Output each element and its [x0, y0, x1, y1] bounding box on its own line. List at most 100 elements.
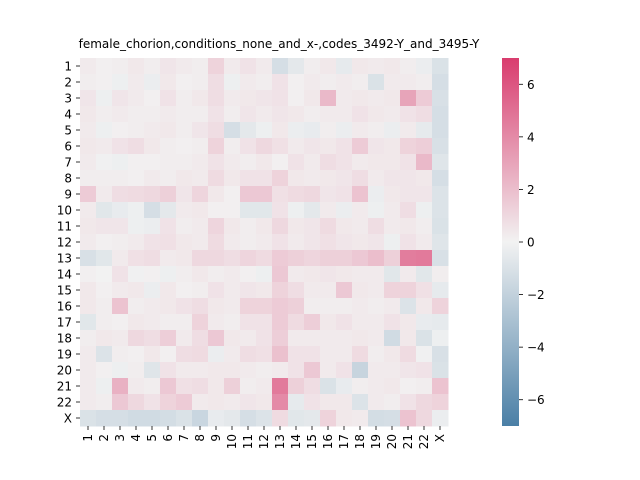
heatmap-cell	[112, 218, 129, 235]
heatmap-cell	[416, 394, 433, 411]
heatmap-cell	[368, 282, 385, 299]
heatmap-cell	[192, 90, 209, 107]
heatmap-cell	[416, 218, 433, 235]
heatmap-cell	[288, 314, 305, 331]
heatmap-cell	[208, 362, 225, 379]
heatmap-cell	[432, 218, 449, 235]
colorbar-tick-label: −4	[527, 341, 545, 355]
heatmap-cell	[432, 122, 449, 139]
heatmap-cell	[240, 410, 257, 427]
heatmap-cell	[160, 298, 177, 315]
heatmap-cell	[272, 362, 289, 379]
heatmap-cell	[256, 218, 273, 235]
heatmap-cell	[336, 234, 353, 251]
heatmap-cell	[256, 346, 273, 363]
heatmap-cell	[96, 186, 113, 203]
heatmap-cell	[384, 378, 401, 395]
heatmap-cell	[272, 202, 289, 219]
heatmap-cell	[192, 218, 209, 235]
heatmap-cell	[224, 378, 241, 395]
heatmap-cell	[256, 138, 273, 155]
heatmap-cell	[304, 394, 321, 411]
heatmap-cell	[432, 58, 449, 75]
heatmap-cell	[320, 250, 337, 267]
heatmap-cell	[176, 74, 193, 91]
heatmap-cell	[160, 250, 177, 267]
heatmap-cell	[416, 330, 433, 347]
heatmap-cell	[128, 122, 145, 139]
heatmap-cell	[432, 154, 449, 171]
y-tick-label: X	[64, 412, 72, 426]
heatmap-cell	[80, 90, 97, 107]
heatmap-cell	[432, 90, 449, 107]
heatmap-cell	[336, 266, 353, 283]
heatmap-cell	[224, 250, 241, 267]
x-tick-label: 4	[129, 434, 143, 442]
heatmap-cell	[368, 58, 385, 75]
heatmap-cell	[432, 266, 449, 283]
heatmap-cell	[288, 250, 305, 267]
heatmap-cell	[256, 282, 273, 299]
heatmap-cell	[368, 298, 385, 315]
heatmap-cell	[96, 410, 113, 427]
heatmap-cell	[112, 186, 129, 203]
heatmap-cell	[288, 202, 305, 219]
heatmap-cell	[336, 314, 353, 331]
heatmap-cell	[144, 106, 161, 123]
heatmap-cell	[144, 282, 161, 299]
heatmap-cell	[224, 410, 241, 427]
colorbar-tick-label: 2	[527, 183, 535, 197]
heatmap-cell	[112, 58, 129, 75]
heatmap-cell	[160, 346, 177, 363]
y-tick-label: 2	[64, 76, 72, 90]
x-tick-label: 22	[417, 434, 431, 449]
heatmap-cell	[384, 106, 401, 123]
heatmap-cell	[208, 186, 225, 203]
heatmap-cell	[176, 378, 193, 395]
heatmap-cell	[368, 250, 385, 267]
heatmap-cell	[128, 218, 145, 235]
heatmap-cell	[304, 74, 321, 91]
heatmap-cell	[160, 186, 177, 203]
y-tick-label: 1	[64, 60, 72, 74]
heatmap-cell	[96, 106, 113, 123]
heatmap-cell	[384, 154, 401, 171]
heatmap-cell	[80, 314, 97, 331]
heatmap-cell	[112, 378, 129, 395]
heatmap-cell	[144, 122, 161, 139]
heatmap-cell	[272, 138, 289, 155]
heatmap-cell	[272, 266, 289, 283]
heatmap-cell	[224, 90, 241, 107]
heatmap-cell	[224, 186, 241, 203]
heatmap-cell	[416, 74, 433, 91]
heatmap-cell	[304, 170, 321, 187]
heatmap-cell	[272, 154, 289, 171]
heatmap-cell	[160, 362, 177, 379]
heatmap-cell	[304, 410, 321, 427]
heatmap-cell	[384, 330, 401, 347]
heatmap-cell	[144, 218, 161, 235]
heatmap-cell	[416, 138, 433, 155]
heatmap-cell	[112, 138, 129, 155]
heatmap-cell	[112, 346, 129, 363]
heatmap-cell	[144, 170, 161, 187]
heatmap-cell	[320, 234, 337, 251]
heatmap-cell	[432, 378, 449, 395]
heatmap-cell	[176, 250, 193, 267]
heatmap-cell	[368, 346, 385, 363]
heatmap-cell	[320, 74, 337, 91]
heatmap-cell	[384, 250, 401, 267]
heatmap-cell	[96, 298, 113, 315]
heatmap-cell	[384, 410, 401, 427]
heatmap-cell	[208, 250, 225, 267]
y-tick-label: 5	[64, 124, 72, 138]
heatmap-cell	[192, 250, 209, 267]
heatmap-cell	[304, 330, 321, 347]
x-tick-label: 2	[97, 434, 111, 442]
y-tick-label: 6	[64, 140, 72, 154]
heatmap-cell	[288, 410, 305, 427]
heatmap-cell	[272, 410, 289, 427]
y-tick-label: 21	[57, 380, 72, 394]
heatmap-cell	[352, 58, 369, 75]
heatmap-cell	[192, 266, 209, 283]
